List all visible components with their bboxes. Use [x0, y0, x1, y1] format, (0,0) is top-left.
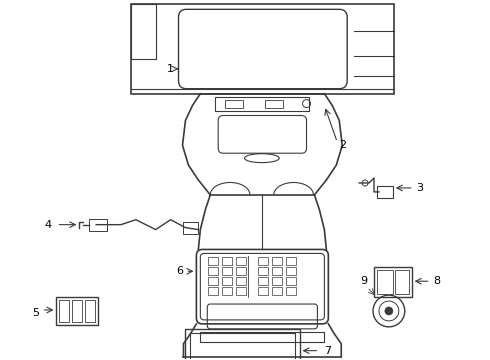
Bar [89, 219, 107, 231]
Bar [59, 300, 70, 322]
Bar [222, 267, 232, 275]
Bar [258, 257, 268, 265]
Bar [286, 257, 295, 265]
Bar [208, 287, 218, 295]
Bar [208, 267, 218, 275]
Bar [85, 300, 95, 322]
Bar [222, 277, 232, 285]
Bar [258, 277, 268, 285]
Bar [272, 277, 282, 285]
Bar [225, 100, 243, 108]
Bar [208, 277, 218, 285]
Bar [236, 287, 246, 295]
Bar [215, 96, 310, 111]
Bar [236, 257, 246, 265]
Bar [185, 329, 299, 360]
Bar [377, 270, 393, 294]
Bar [286, 267, 295, 275]
Text: 9: 9 [361, 276, 368, 286]
Bar [236, 277, 246, 285]
Bar [272, 267, 282, 275]
Text: 8: 8 [434, 276, 441, 286]
Text: 7: 7 [324, 346, 332, 356]
Bar [200, 332, 324, 342]
Bar [56, 297, 98, 325]
Text: 3: 3 [416, 183, 424, 193]
Bar [265, 100, 283, 108]
Text: 1: 1 [167, 64, 174, 74]
Bar [183, 222, 198, 234]
Bar [272, 287, 282, 295]
Bar [286, 287, 295, 295]
Bar [73, 300, 82, 322]
Bar [131, 4, 156, 59]
Text: 2: 2 [339, 140, 346, 150]
Bar [258, 287, 268, 295]
Text: 5: 5 [32, 308, 39, 318]
Bar [374, 267, 412, 297]
Circle shape [385, 307, 393, 315]
Bar [258, 267, 268, 275]
Bar [272, 257, 282, 265]
Text: 6: 6 [176, 266, 183, 276]
Bar [131, 4, 394, 94]
Text: 4: 4 [45, 220, 51, 230]
Bar [377, 186, 393, 198]
Bar [286, 277, 295, 285]
Bar [236, 267, 246, 275]
Bar [222, 287, 232, 295]
Bar [191, 333, 294, 360]
Bar [395, 270, 409, 294]
Bar [208, 257, 218, 265]
Bar [222, 257, 232, 265]
